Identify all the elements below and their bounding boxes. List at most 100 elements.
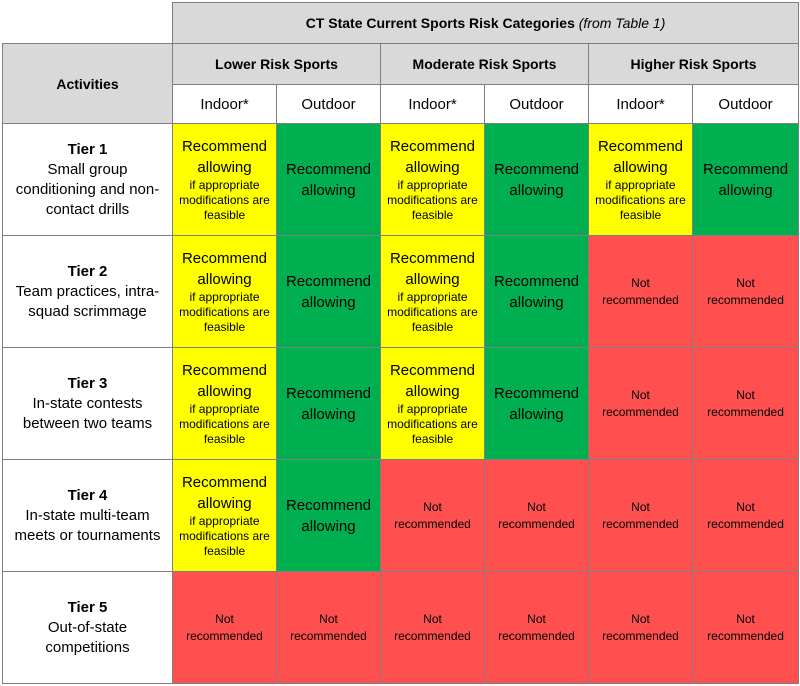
sub-header-label: Indoor* <box>616 95 665 113</box>
not-recommended-text: Not recommended <box>498 499 575 531</box>
recommend-text: Recommend allowing <box>181 138 268 176</box>
tier-name: Tier 3 <box>67 374 108 392</box>
status-cell-higher-outdoor: Not recommended <box>691 459 800 572</box>
sub-header-label: Outdoor <box>509 95 564 113</box>
sub-header-indoor: Indoor* <box>588 84 693 124</box>
status-cell-lower-indoor: Recommend allowing if appropriate modific… <box>172 347 277 460</box>
recommend-text: Recommend allowing <box>389 250 476 288</box>
status-cell-moderate-outdoor: Not recommended <box>484 459 589 572</box>
status-cell-lower-outdoor: Not recommended <box>276 571 381 684</box>
recommend-text: Recommend allowing <box>493 272 580 311</box>
sub-header-outdoor: Outdoor <box>276 84 381 124</box>
status-cell-lower-outdoor: Recommend allowing <box>276 123 381 236</box>
blank-corner <box>2 2 173 44</box>
status-cell-moderate-outdoor: Recommend allowing <box>484 235 589 348</box>
condition-text: if appropriate modifications are feasibl… <box>387 290 478 334</box>
recommend-text: Recommend allowing <box>597 138 684 176</box>
not-recommended-text: Not recommended <box>602 387 679 419</box>
condition-text: if appropriate modifications are feasibl… <box>387 178 478 222</box>
tier-description: In-state multi-team meets or tournaments <box>14 506 161 544</box>
not-recommended-text: Not recommended <box>707 611 784 643</box>
status-cell-moderate-indoor: Not recommended <box>380 571 485 684</box>
category-header-higher: Higher Risk Sports <box>587 43 800 85</box>
sub-header-indoor: Indoor* <box>380 84 485 124</box>
tier-rows: Tier 1 Small group conditioning and non-c… <box>2 123 800 684</box>
category-label-moderate: Moderate Risk Sports <box>412 56 557 72</box>
status-cell-moderate-indoor: Recommend allowing if appropriate modific… <box>380 123 485 236</box>
status-cell-moderate-outdoor: Recommend allowing <box>484 123 589 236</box>
sub-header-label: Outdoor <box>301 95 356 113</box>
activities-header: Activities <box>2 43 173 124</box>
status-cell-lower-outdoor: Recommend allowing <box>276 235 381 348</box>
tier-name: Tier 5 <box>67 598 108 616</box>
status-cell-higher-indoor: Not recommended <box>588 571 693 684</box>
sub-header-outdoor: Outdoor <box>691 84 800 124</box>
recommend-text: Recommend allowing <box>181 362 268 400</box>
status-cell-moderate-indoor: Not recommended <box>380 459 485 572</box>
status-cell-higher-indoor: Not recommended <box>588 235 693 348</box>
status-cell-higher-indoor: Not recommended <box>588 347 693 460</box>
table-row: Tier 1 Small group conditioning and non-c… <box>2 123 800 236</box>
status-cell-higher-indoor: Recommend allowing if appropriate modific… <box>588 123 693 236</box>
tier-description: Out-of-state competitions <box>45 618 130 656</box>
tier-label-cell: Tier 1 Small group conditioning and non-c… <box>2 123 173 236</box>
status-cell-higher-outdoor: Not recommended <box>691 235 800 348</box>
sub-header-label: Indoor* <box>200 95 249 113</box>
status-cell-moderate-outdoor: Not recommended <box>484 571 589 684</box>
table-row: Tier 2 Team practices, intra-squad scrimm… <box>2 235 800 348</box>
table-row: Tier 5 Out-of-state competitions Not recom… <box>2 571 800 684</box>
status-cell-higher-outdoor: Recommend allowing <box>691 123 800 236</box>
table-row: Tier 4 In-state multi-team meets or tourn… <box>2 459 800 572</box>
condition-text: if appropriate modifications are feasibl… <box>179 178 270 222</box>
sub-header-outdoor: Outdoor <box>484 84 589 124</box>
activities-header-label: Activities <box>56 75 119 92</box>
recommend-text: Recommend allowing <box>285 160 372 199</box>
condition-text: if appropriate modifications are feasibl… <box>179 290 270 334</box>
table-title-text: CT State Current Sports Risk Categories <box>305 15 575 31</box>
status-cell-lower-indoor: Recommend allowing if appropriate modific… <box>172 123 277 236</box>
category-label-higher: Higher Risk Sports <box>630 56 757 72</box>
recommend-text: Recommend allowing <box>389 362 476 400</box>
tier-name: Tier 1 <box>67 140 108 158</box>
status-cell-moderate-indoor: Recommend allowing if appropriate modific… <box>380 347 485 460</box>
not-recommended-text: Not recommended <box>707 499 784 531</box>
tier-description: Team practices, intra-squad scrimmage <box>15 282 160 320</box>
status-cell-lower-indoor: Not recommended <box>172 571 277 684</box>
category-header-lower: Lower Risk Sports <box>172 43 381 85</box>
not-recommended-text: Not recommended <box>290 611 367 643</box>
tier-label-cell: Tier 4 In-state multi-team meets or tourn… <box>2 459 173 572</box>
recommend-text: Recommend allowing <box>285 496 372 535</box>
tier-description: Small group conditioning and non-contact… <box>15 160 160 218</box>
sub-header-label: Indoor* <box>408 95 457 113</box>
not-recommended-text: Not recommended <box>394 499 471 531</box>
status-cell-lower-outdoor: Recommend allowing <box>276 347 381 460</box>
status-cell-higher-indoor: Not recommended <box>588 459 693 572</box>
sub-header-indoor: Indoor* <box>172 84 277 124</box>
table-title: CT State Current Sports Risk Categories … <box>171 2 800 44</box>
category-header-moderate: Moderate Risk Sports <box>380 43 589 85</box>
recommend-text: Recommend allowing <box>493 384 580 423</box>
condition-text: if appropriate modifications are feasibl… <box>595 178 686 222</box>
sub-header-label: Outdoor <box>718 95 773 113</box>
table-row: Tier 3 In-state contests between two team… <box>2 347 800 460</box>
status-cell-higher-outdoor: Not recommended <box>691 347 800 460</box>
condition-text: if appropriate modifications are feasibl… <box>179 402 270 446</box>
recommend-text: Recommend allowing <box>493 160 580 199</box>
tier-name: Tier 4 <box>67 486 108 504</box>
not-recommended-text: Not recommended <box>602 499 679 531</box>
table-title-note: (from Table 1) <box>578 15 666 31</box>
recommend-text: Recommend allowing <box>389 138 476 176</box>
status-cell-moderate-indoor: Recommend allowing if appropriate modific… <box>380 235 485 348</box>
tier-label-cell: Tier 2 Team practices, intra-squad scrimm… <box>2 235 173 348</box>
recommend-text: Recommend allowing <box>703 160 789 199</box>
not-recommended-text: Not recommended <box>186 611 263 643</box>
recommend-text: Recommend allowing <box>285 384 372 423</box>
recommend-text: Recommend allowing <box>285 272 372 311</box>
recommend-text: Recommend allowing <box>181 250 268 288</box>
status-cell-lower-indoor: Recommend allowing if appropriate modific… <box>172 459 277 572</box>
category-label-lower: Lower Risk Sports <box>215 56 338 72</box>
status-cell-moderate-outdoor: Recommend allowing <box>484 347 589 460</box>
status-cell-higher-outdoor: Not recommended <box>691 571 800 684</box>
condition-text: if appropriate modifications are feasibl… <box>387 402 478 446</box>
condition-text: if appropriate modifications are feasibl… <box>179 514 270 558</box>
